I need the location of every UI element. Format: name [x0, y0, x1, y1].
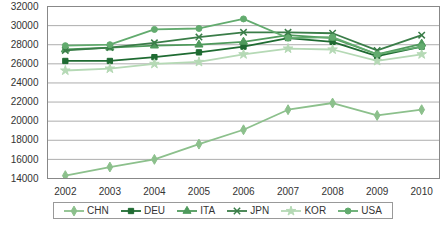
svg-text:2005: 2005: [188, 186, 211, 197]
svg-text:30000: 30000: [11, 20, 39, 31]
svg-text:16000: 16000: [11, 154, 39, 165]
svg-text:32000: 32000: [11, 1, 39, 12]
html-text:KOR: KOR: [304, 205, 327, 216]
svg-text:22000: 22000: [11, 96, 39, 107]
svg-text:2008: 2008: [321, 186, 344, 197]
svg-text:2004: 2004: [143, 186, 166, 197]
svg-text:26000: 26000: [11, 58, 39, 69]
svg-text:28000: 28000: [11, 39, 39, 50]
html-text:ITA: ITA: [200, 205, 216, 216]
svg-text:20000: 20000: [11, 115, 39, 126]
svg-text:14000: 14000: [11, 173, 39, 184]
svg-text:18000: 18000: [11, 134, 39, 145]
svg-text:2003: 2003: [99, 186, 122, 197]
html-text:DEU: DEU: [144, 205, 166, 216]
svg-text:2010: 2010: [411, 186, 434, 197]
html-text:CHN: CHN: [87, 205, 109, 216]
html-text:USA: USA: [361, 205, 382, 216]
svg-text:2009: 2009: [366, 186, 389, 197]
svg-text:2002: 2002: [54, 186, 77, 197]
html-text:JPN: JPN: [250, 205, 270, 216]
svg-text:2006: 2006: [232, 186, 255, 197]
svg-text:2007: 2007: [277, 186, 300, 197]
svg-text:24000: 24000: [11, 77, 39, 88]
